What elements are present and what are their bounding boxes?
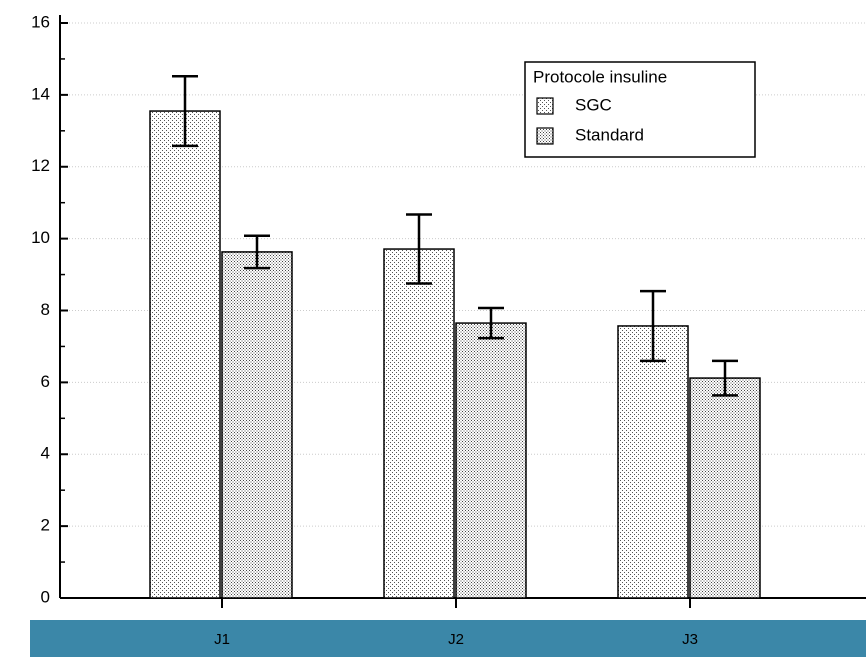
error-bar (640, 289, 666, 363)
legend-swatch (536, 127, 554, 145)
y-tick-label: 6 (41, 372, 50, 391)
legend: Protocole insuline SGC Standard (524, 61, 756, 158)
bar (149, 110, 221, 599)
x-tick-label: J2 (448, 631, 464, 648)
x-tick-label: J1 (214, 631, 230, 648)
bar (689, 377, 761, 599)
bar (221, 251, 293, 599)
y-tick-label: 16 (31, 12, 50, 31)
legend-box (524, 61, 756, 158)
error-bar (406, 213, 432, 285)
error-bar (478, 306, 504, 340)
legend-swatch (536, 97, 554, 115)
legend-label: Standard (575, 125, 644, 144)
error-bar (244, 234, 270, 270)
bar (617, 325, 689, 599)
x-axis-band (30, 620, 866, 657)
bar (455, 322, 527, 599)
y-tick-label: 0 (41, 587, 50, 606)
y-tick-label: 8 (41, 300, 50, 319)
error-bar (172, 74, 198, 148)
y-tick-label: 10 (31, 228, 50, 247)
legend-label: SGC (575, 95, 612, 114)
legend-title: Protocole insuline (533, 67, 667, 86)
y-tick-label: 2 (41, 516, 50, 535)
y-tick-label: 12 (31, 156, 50, 175)
error-bar (712, 359, 738, 397)
y-tick-label: 14 (31, 84, 50, 103)
bar (383, 248, 455, 599)
y-tick-label: 4 (41, 444, 50, 463)
x-tick-label: J3 (682, 631, 698, 648)
